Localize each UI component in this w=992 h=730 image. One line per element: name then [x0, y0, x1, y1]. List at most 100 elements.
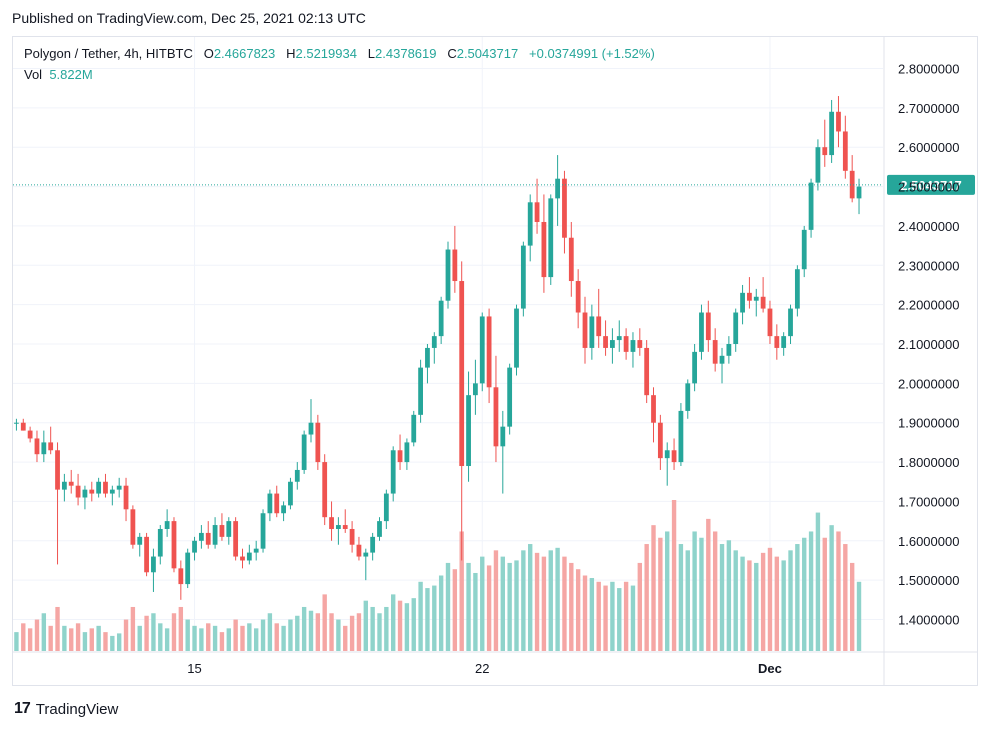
volume-bar [151, 613, 156, 651]
volume-bar [34, 619, 40, 651]
candle-body [493, 387, 499, 447]
candle-body [616, 336, 622, 341]
volume-bar [802, 537, 807, 651]
volume-bar [41, 613, 47, 651]
candle-body [89, 489, 95, 494]
volume-bar [144, 615, 149, 651]
volume-bar [267, 613, 273, 651]
candle-body [377, 521, 382, 537]
candle-body [657, 422, 663, 459]
volume-bar [671, 500, 677, 651]
price-tick-label: 2.7000000 [898, 101, 959, 116]
candle-body [836, 111, 841, 132]
legend-high-value: 2.5219934 [295, 46, 357, 61]
candle-body [335, 525, 341, 529]
candle-body [747, 292, 752, 301]
candle-body [308, 422, 314, 435]
candle-body [767, 308, 773, 337]
price-tick-label: 2.2000000 [898, 298, 959, 313]
candle-body [205, 532, 211, 545]
legend-open-value: 2.4667823 [213, 46, 276, 61]
candle-body [171, 521, 177, 569]
candle-body [157, 528, 163, 557]
candle-body [425, 347, 430, 368]
legend-open-key: O [203, 46, 214, 61]
candle-body [651, 395, 656, 423]
volume-bar [137, 625, 142, 651]
volume-bar [760, 552, 766, 651]
candle-body [55, 450, 60, 490]
volume-bar [240, 625, 245, 651]
candle-body [794, 269, 800, 309]
candle-body [68, 481, 74, 486]
volume-bar [754, 562, 759, 651]
volume-bar [815, 512, 821, 651]
volume-bar [247, 623, 252, 651]
candle-body [137, 536, 143, 545]
candle-body [14, 422, 19, 424]
volume-bar [425, 588, 430, 651]
volume-bar [219, 632, 225, 651]
volume-value: 5.822M [49, 67, 93, 82]
candle-body [96, 481, 102, 494]
candle-body [514, 308, 519, 368]
price-tick-label: 1.9000000 [898, 416, 959, 431]
volume-bar [308, 610, 314, 651]
volume-bar [747, 560, 752, 651]
volume-bar [116, 633, 122, 651]
price-tick-label: 2.5000000 [898, 180, 959, 195]
candle-body [370, 536, 376, 553]
candle-body [82, 489, 88, 498]
candle-body [705, 312, 711, 341]
volume-bar [206, 623, 211, 651]
time-axis: 1522Dec71320 [13, 651, 977, 676]
volume-bar [295, 615, 300, 651]
candle-body [411, 414, 417, 443]
volume-bar [528, 544, 533, 651]
volume-bar [466, 562, 471, 651]
candle-body [212, 525, 218, 545]
volume-bar [322, 594, 327, 651]
volume-bar [500, 556, 505, 651]
candle-body [349, 528, 355, 545]
candle-body [829, 111, 835, 156]
candles [14, 96, 862, 600]
candle-body [363, 552, 369, 557]
candle-body [788, 308, 793, 337]
volume-bar [274, 623, 279, 651]
legend-low-value: 2.4378619 [375, 46, 437, 61]
volume-bar [260, 619, 266, 651]
candle-body [822, 147, 828, 156]
volume-bar [336, 619, 341, 651]
candle-body [699, 312, 704, 352]
candle-body [774, 336, 780, 348]
candle-body [109, 489, 115, 494]
volume-bar [315, 613, 321, 651]
price-tick-label: 2.8000000 [898, 61, 959, 76]
volume-bar [178, 606, 184, 651]
candle-body [623, 336, 629, 352]
volume-bar [21, 623, 26, 651]
candle-body [404, 442, 410, 463]
volume-bar [397, 600, 403, 651]
volume-bar [391, 594, 396, 651]
volume-bar [843, 544, 848, 651]
candle-body [233, 521, 239, 557]
candle-body [555, 178, 561, 199]
candle-body [712, 340, 718, 364]
price-tick-label: 1.8000000 [898, 455, 959, 470]
candle-body [27, 430, 33, 439]
footer-brand[interactable]: 17 TradingView [14, 700, 118, 718]
candle-body [589, 316, 595, 348]
volume-bar [418, 581, 423, 651]
candle-body [301, 434, 307, 470]
candle-body [500, 426, 506, 447]
volume-bar [822, 537, 827, 651]
legend-close-value: 2.5043717 [456, 46, 519, 61]
volume-bar [48, 625, 53, 651]
candle-body [507, 367, 513, 427]
candle-body [130, 509, 136, 545]
candle-body [733, 312, 739, 344]
price-tick-label: 2.6000000 [898, 140, 959, 155]
